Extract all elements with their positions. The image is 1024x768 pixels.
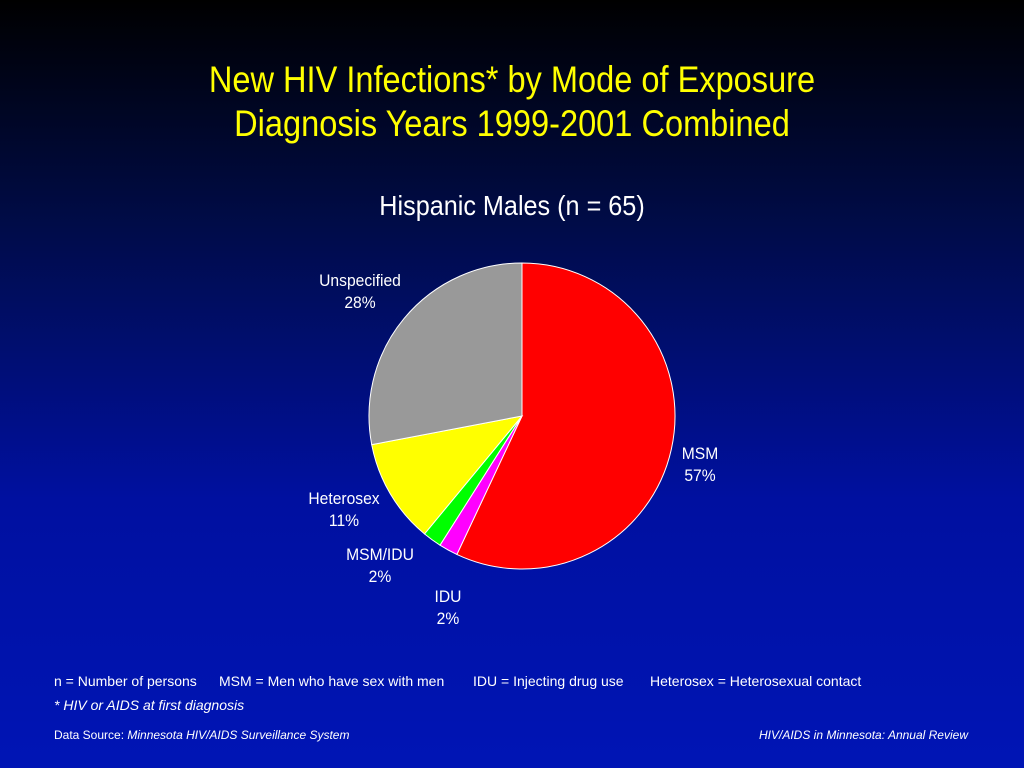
slice-percent-idu: 2% (436, 609, 460, 628)
legend-heterosex: Heterosex = Heterosexual contact (650, 673, 862, 689)
legend-n: n = Number of persons (54, 673, 197, 689)
slice-label-heterosex: Heterosex 11% (289, 488, 399, 532)
slice-label-msm-idu: MSM/IDU 2% (325, 544, 435, 588)
slice-label-msm: MSM 57% (645, 443, 755, 487)
slice-label-unspecified: Unspecified 28% (305, 270, 415, 314)
slice-percent-msm: 57% (684, 466, 716, 485)
data-source-name: Minnesota HIV/AIDS Surveillance System (127, 728, 350, 742)
slice-name-unspecified: Unspecified (319, 271, 401, 290)
slice-label-idu: IDU 2% (393, 586, 503, 630)
legend-msm: MSM = Men who have sex with men (219, 673, 445, 689)
footnote: * HIV or AIDS at first diagnosis (54, 697, 245, 713)
data-source-prefix: Data Source: (54, 728, 128, 742)
slice-name-idu: IDU (434, 587, 462, 606)
publication-name: HIV/AIDS in Minnesota: Annual Review (759, 728, 968, 742)
slice-percent-heterosex: 11% (328, 511, 360, 530)
slice-percent-msm-idu: 2% (368, 567, 392, 586)
slice-name-heterosex: Heterosex (308, 489, 380, 508)
slide-title-line-1: New HIV Infections* by Mode of Exposure (208, 59, 816, 100)
data-source: Data Source: Minnesota HIV/AIDS Surveill… (54, 728, 349, 742)
pie-slice-heterosex (371, 415, 524, 535)
slide-title-line-2: Diagnosis Years 1999-2001 Combined (234, 103, 790, 144)
pie-slice-unspecified (368, 262, 523, 446)
chart-title: Hispanic Males (n = 65) (379, 190, 645, 221)
slice-percent-unspecified: 28% (344, 293, 376, 312)
slice-name-msm-idu: MSM/IDU (346, 545, 414, 564)
pie-slice-msm (456, 262, 676, 570)
legend-idu: IDU = Injecting drug use (473, 673, 624, 689)
slice-name-msm: MSM (681, 444, 719, 463)
